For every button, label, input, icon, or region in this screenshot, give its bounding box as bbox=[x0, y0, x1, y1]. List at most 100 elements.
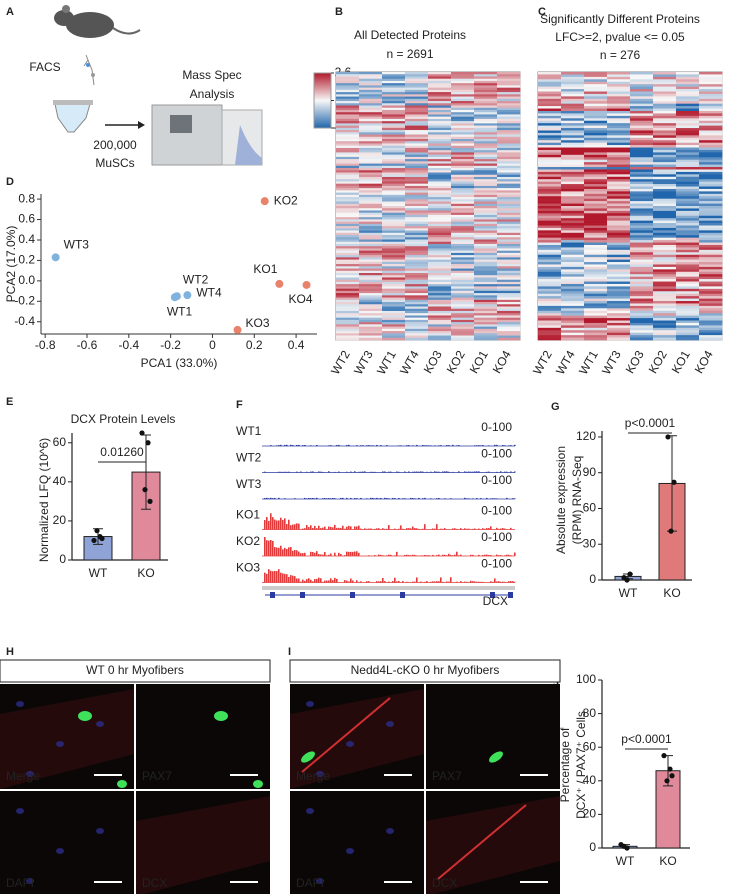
heatmap-cell bbox=[497, 192, 521, 196]
heatmap-cell bbox=[382, 299, 406, 303]
heatmap-cell bbox=[561, 91, 585, 95]
heatmap-cell bbox=[451, 83, 475, 86]
heatmap-cell bbox=[405, 150, 429, 153]
heatmap-cell bbox=[451, 266, 475, 269]
heatmap-cell bbox=[630, 176, 654, 180]
heatmap-cell bbox=[630, 167, 654, 170]
coverage-bar bbox=[500, 471, 502, 473]
heatmap-cell bbox=[405, 232, 429, 236]
heatmap-cell bbox=[497, 121, 521, 124]
heatmap-cell bbox=[474, 170, 498, 173]
heatmap-cell bbox=[561, 201, 585, 204]
heatmap-cell bbox=[451, 152, 475, 155]
coverage-bar bbox=[300, 471, 302, 473]
heatmap-cell bbox=[405, 257, 429, 260]
heatmap-cell bbox=[336, 179, 360, 182]
coverage-bar bbox=[454, 554, 456, 556]
heatmap-cell bbox=[676, 167, 700, 170]
heatmap-cell bbox=[653, 283, 677, 287]
heatmap-cell bbox=[474, 212, 498, 216]
heatmap-cell bbox=[538, 115, 562, 119]
heatmap-cell bbox=[336, 165, 360, 169]
heatmap-cell bbox=[336, 273, 360, 276]
coverage-bar bbox=[310, 498, 312, 499]
coverage-bar bbox=[382, 578, 384, 583]
heatmap-cell bbox=[561, 101, 585, 104]
coverage-bar bbox=[422, 528, 424, 530]
heatmap-cell bbox=[630, 174, 654, 178]
heatmap-cell bbox=[653, 235, 677, 238]
heatmap-cell bbox=[607, 227, 631, 231]
heatmap-cell bbox=[405, 315, 429, 318]
heatmap-cell bbox=[538, 223, 562, 226]
heatmap-cell bbox=[676, 147, 700, 151]
heatmap-cell bbox=[630, 244, 654, 248]
heatmap-cell bbox=[497, 130, 521, 133]
coverage-bar bbox=[284, 498, 286, 499]
y-tick-label: 80 bbox=[583, 706, 597, 720]
point bbox=[664, 778, 670, 784]
heatmap-cell bbox=[497, 190, 521, 193]
heatmap-cell bbox=[474, 310, 498, 314]
heatmap-cell bbox=[584, 123, 608, 126]
y-tick-label: -0.2 bbox=[14, 293, 35, 307]
heatmap-cell bbox=[607, 79, 631, 83]
heatmap-cell bbox=[428, 319, 452, 323]
heatmap-cell bbox=[630, 303, 654, 307]
heatmap-cell bbox=[630, 188, 654, 192]
heatmap-cell bbox=[699, 81, 723, 85]
heatmap-cell bbox=[653, 164, 677, 168]
heatmap-cell bbox=[561, 296, 585, 299]
heatmap-cell bbox=[474, 302, 498, 305]
coverage-bar bbox=[490, 581, 492, 583]
heatmap-cell bbox=[630, 318, 654, 321]
heatmap-cell bbox=[382, 261, 406, 265]
heatmap-cell bbox=[336, 310, 360, 314]
heatmap-cell bbox=[382, 286, 406, 289]
heatmap-cell bbox=[497, 302, 521, 305]
coverage-bar bbox=[476, 498, 478, 499]
coverage-bar bbox=[406, 445, 408, 446]
heatmap-cell bbox=[630, 123, 654, 126]
heatmap-cell bbox=[497, 210, 521, 213]
heatmap-cell bbox=[630, 235, 654, 238]
heatmap-cell bbox=[538, 335, 562, 338]
heatmap-cell bbox=[474, 116, 498, 120]
heatmap-cell bbox=[676, 188, 700, 192]
heatmap-cell bbox=[607, 274, 631, 277]
coverage-bar bbox=[336, 578, 338, 583]
heatmap-cell bbox=[538, 320, 562, 324]
coverage-bar bbox=[316, 528, 318, 530]
coverage-bar bbox=[334, 524, 336, 530]
heatmap-cell bbox=[336, 232, 360, 236]
heatmap-cell bbox=[561, 198, 585, 202]
heatmap-cell bbox=[676, 191, 700, 195]
coverage-bar bbox=[424, 554, 426, 556]
heatmap-cell bbox=[336, 152, 360, 155]
heatmap-cell bbox=[497, 217, 521, 220]
coverage-bar bbox=[378, 498, 380, 499]
heatmap-cell bbox=[336, 147, 360, 151]
heatmap-cell bbox=[561, 210, 585, 214]
mouse-head bbox=[54, 10, 74, 26]
heatmap-cell bbox=[474, 145, 498, 149]
heatmap-cell bbox=[676, 291, 700, 295]
coverage-bar bbox=[320, 471, 322, 473]
heatmap-cell bbox=[630, 310, 654, 314]
coverage-bar bbox=[450, 554, 452, 556]
heatmap-cell bbox=[538, 128, 562, 131]
heatmap-cell bbox=[607, 281, 631, 285]
coverage-bar bbox=[496, 554, 498, 556]
heatmap-cell bbox=[630, 225, 654, 229]
coverage-bar bbox=[432, 554, 434, 556]
heatmap-cell bbox=[630, 208, 654, 212]
heatmap-cell bbox=[653, 142, 677, 146]
heatmap-cell bbox=[653, 162, 677, 165]
heatmap-cell bbox=[428, 114, 452, 117]
heatmap-cell bbox=[561, 169, 585, 173]
heatmap-cell bbox=[474, 331, 498, 334]
point-label: WT4 bbox=[196, 285, 222, 299]
heatmap-cell bbox=[584, 81, 608, 85]
heatmap-cell bbox=[699, 208, 723, 212]
channel-label: DCX bbox=[432, 876, 457, 890]
